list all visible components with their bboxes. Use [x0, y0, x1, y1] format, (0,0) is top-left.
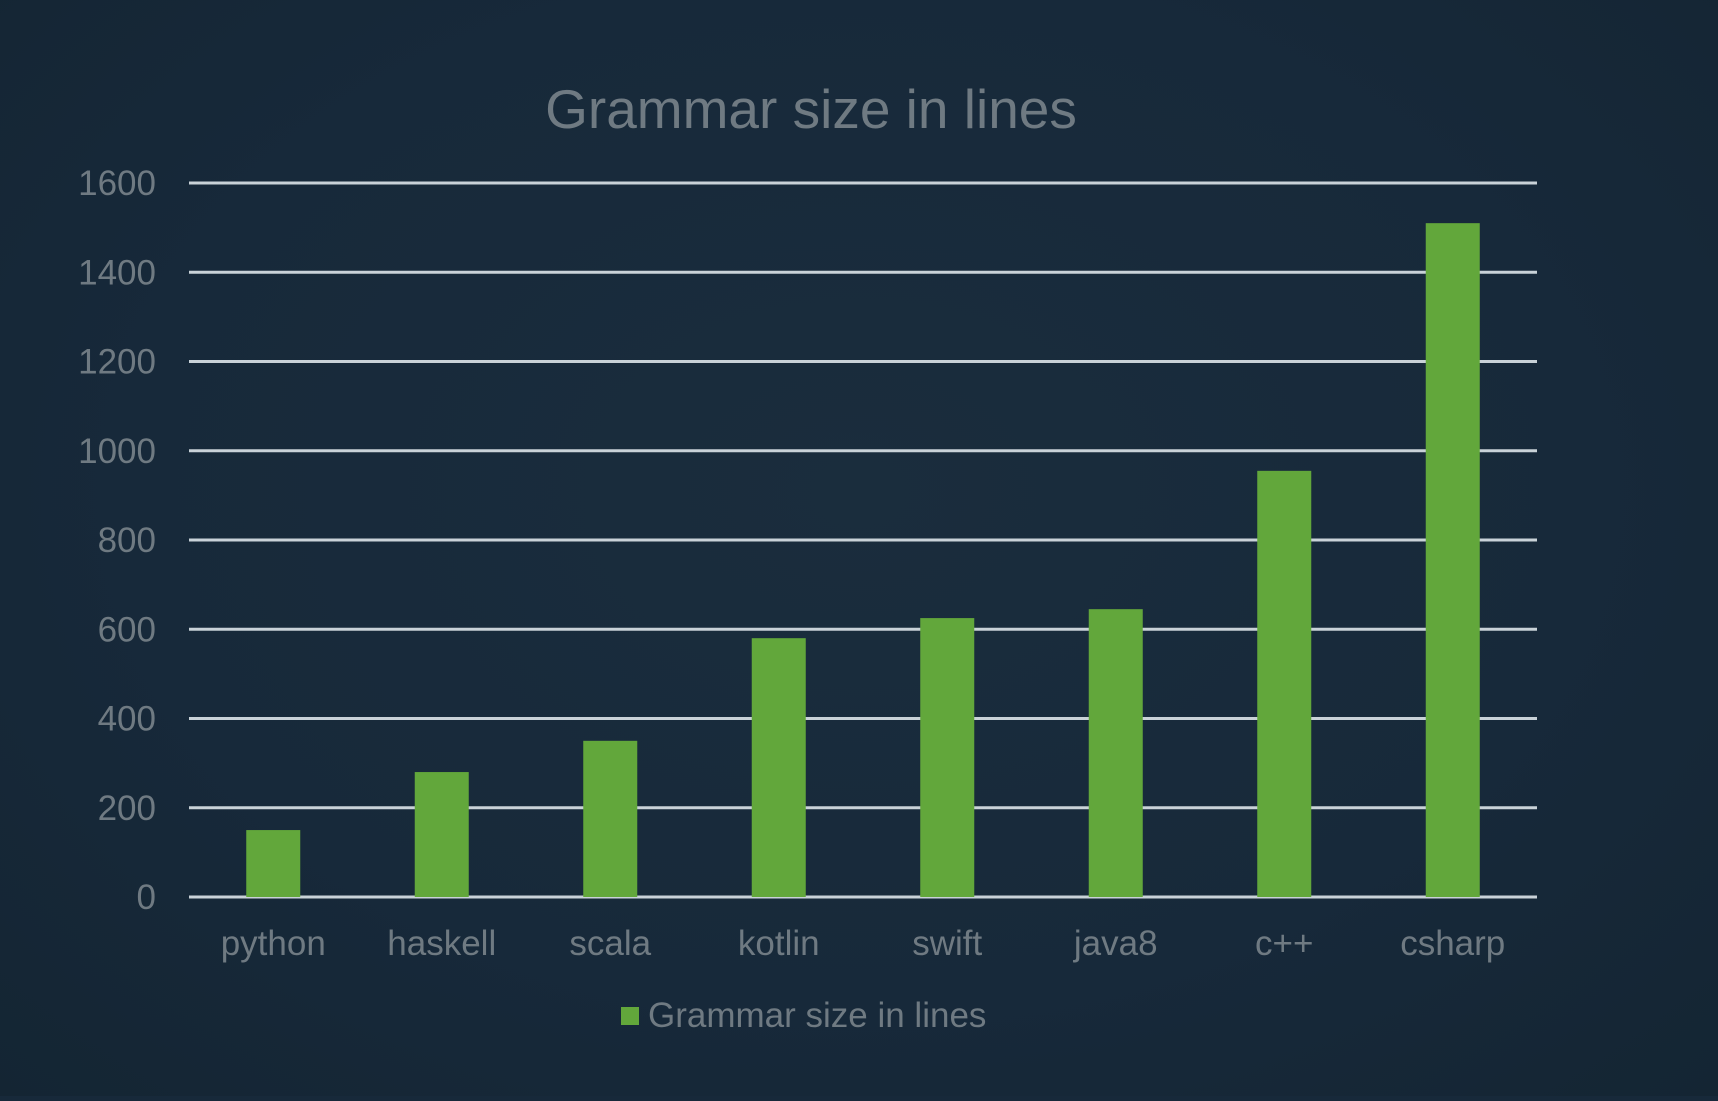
y-tick-label: 400 — [98, 700, 156, 739]
gridlines — [189, 181, 1537, 899]
x-tick-label: java8 — [1073, 924, 1158, 963]
chart-title: Grammar size in lines — [545, 78, 1077, 140]
x-tick-label: swift — [912, 924, 982, 963]
y-tick-label: 800 — [98, 521, 156, 560]
x-tick-label: scala — [569, 924, 651, 963]
legend-swatch — [621, 1007, 639, 1025]
y-axis-tick-labels: 0 200 400 600 800 1000 1200 1400 1600 — [78, 164, 156, 917]
bar-java8 — [1088, 609, 1143, 897]
bar-swift — [920, 618, 975, 897]
y-tick-label: 0 — [137, 878, 156, 917]
legend: Grammar size in lines — [621, 996, 986, 1035]
x-tick-label: kotlin — [738, 924, 820, 963]
x-axis-tick-labels: python haskell scala kotlin swift java8 c++ csh… — [221, 924, 1506, 963]
bar-c++ — [1257, 470, 1312, 897]
x-tick-label: c++ — [1255, 924, 1313, 963]
bars — [246, 223, 1480, 898]
y-tick-label: 1000 — [78, 432, 156, 471]
bar-python — [246, 830, 301, 897]
bar-csharp — [1425, 223, 1480, 898]
y-tick-label: 200 — [98, 789, 156, 828]
x-tick-label: csharp — [1400, 924, 1505, 963]
bar-haskell — [414, 772, 469, 897]
bar-scala — [583, 740, 638, 897]
bar-kotlin — [751, 638, 806, 897]
legend-label: Grammar size in lines — [648, 996, 986, 1035]
x-tick-label: python — [221, 924, 326, 963]
x-tick-label: haskell — [387, 924, 496, 963]
y-tick-label: 1200 — [78, 343, 156, 382]
y-tick-label: 600 — [98, 610, 156, 649]
y-tick-label: 1600 — [78, 164, 156, 203]
y-tick-label: 1400 — [78, 253, 156, 292]
